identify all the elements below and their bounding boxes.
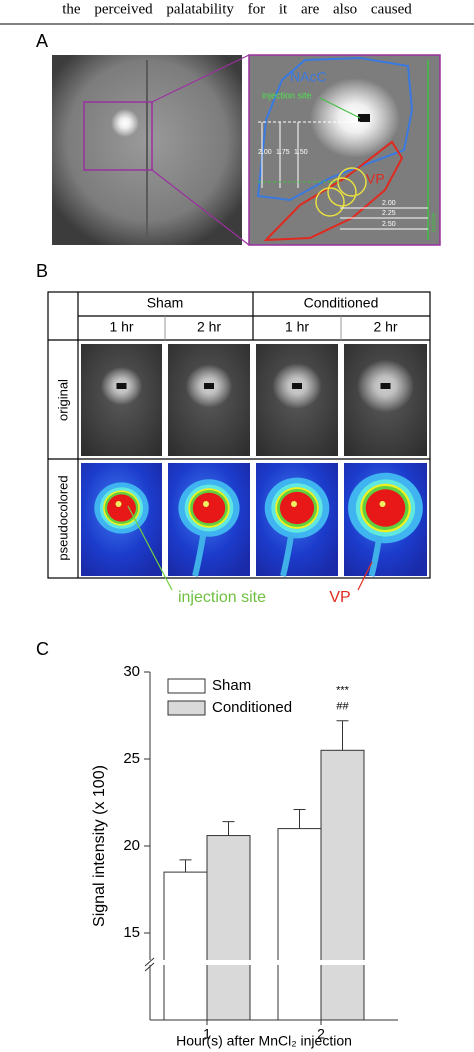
bar <box>163 871 208 1021</box>
time-header: 2 hr <box>373 319 397 335</box>
axis-break <box>140 960 398 965</box>
callout-label: injection site <box>178 589 266 606</box>
row-header: pseudocolored <box>55 475 70 560</box>
zoom-line <box>151 54 250 103</box>
time-header: 1 hr <box>285 319 309 335</box>
significance-label: *** <box>336 685 350 697</box>
panel-label: B <box>36 261 48 281</box>
legend-swatch <box>167 700 206 716</box>
injection-spot <box>111 109 139 137</box>
y-tick-label: 20 <box>123 837 140 854</box>
error-bar <box>179 859 192 873</box>
time-header: 1 hr <box>109 319 133 335</box>
depth-label: 1.75 <box>276 149 290 156</box>
target-circle <box>315 187 345 217</box>
injection-dot <box>291 501 297 507</box>
injection-dot <box>379 501 386 507</box>
injection-pointer <box>319 97 361 119</box>
x-tick-label: 1 <box>203 1026 211 1042</box>
injection-spot <box>310 78 400 158</box>
y-tick-label: 15 <box>123 924 140 941</box>
vp-tail <box>280 535 294 577</box>
vp-outline <box>263 140 404 242</box>
lateral-label: 2.50 <box>382 221 396 228</box>
zoom-box <box>83 101 153 171</box>
signal-red <box>365 489 406 527</box>
error-bar <box>222 821 235 836</box>
lateral-label: 2.00 <box>382 200 396 207</box>
error-bar <box>293 808 306 829</box>
bar <box>206 835 251 1021</box>
signal-red <box>192 492 226 524</box>
injection-core <box>380 383 391 389</box>
bar <box>277 828 322 1021</box>
region-label: NAcC <box>290 69 327 85</box>
injection-dot <box>203 501 209 507</box>
y-tick-label: 25 <box>123 750 140 767</box>
injection-core <box>292 383 302 389</box>
depth-label: 1.50 <box>294 149 308 156</box>
x-axis-label: Hour(s) after MnCl₂ injection <box>176 1033 352 1049</box>
vp-tail <box>192 535 206 577</box>
group-header: Conditioned <box>304 295 379 311</box>
row-header: original <box>55 379 70 421</box>
injection-label: injection site <box>262 90 312 100</box>
signal-red <box>279 491 315 525</box>
legend-swatch <box>167 678 206 694</box>
injection-dot <box>115 501 122 507</box>
panel-label: C <box>36 639 49 659</box>
injection-core <box>358 114 370 122</box>
midline-label: midline <box>432 212 438 232</box>
bar <box>320 749 365 1021</box>
legend-label: Conditioned <box>212 699 292 716</box>
depth-label: 2.00 <box>258 149 272 156</box>
error-bar <box>336 720 349 751</box>
y-axis-label: Signal intensity (x 100) <box>91 765 108 927</box>
callout-line <box>357 561 373 591</box>
significance-label: ## <box>336 701 349 713</box>
injection-core <box>204 383 214 389</box>
lateral-label: 2.25 <box>382 210 396 217</box>
vp-tail <box>368 535 383 577</box>
region-label: VP <box>366 171 385 187</box>
legend-label: Sham <box>212 677 251 694</box>
panel-label: A <box>36 31 48 51</box>
callout-line <box>127 505 173 591</box>
zoom-line <box>151 169 250 246</box>
signal-red <box>107 494 136 522</box>
header-text: the perceived palatability for it are al… <box>62 1 412 17</box>
callout-label: VP <box>329 589 350 606</box>
injection-core <box>116 383 127 389</box>
break-mark <box>144 957 155 972</box>
y-tick-label: 30 <box>123 663 140 680</box>
x-tick-label: 2 <box>317 1026 325 1042</box>
time-header: 2 hr <box>197 319 221 335</box>
target-circle <box>327 177 357 207</box>
group-header: Sham <box>147 295 184 311</box>
table-border <box>47 291 431 579</box>
